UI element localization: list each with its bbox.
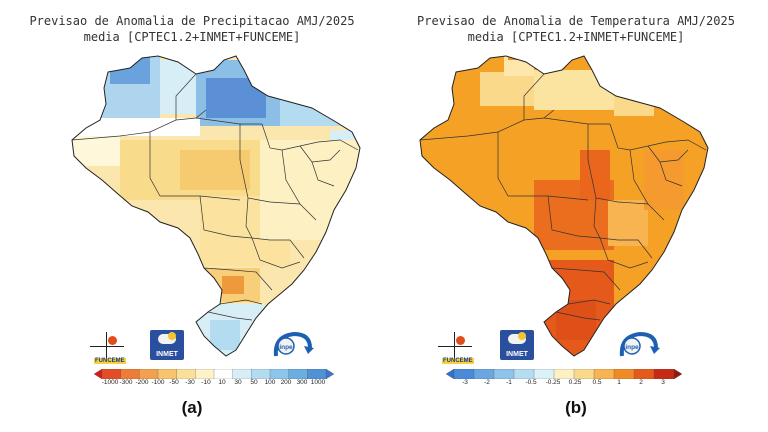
temperature-colorbar-swatch bbox=[453, 369, 475, 379]
precipitation-colorbar-tick: 50 bbox=[250, 379, 258, 386]
precipitation-colorbar-tick: -1000 bbox=[101, 379, 119, 386]
precipitation-colorbar-tick: 100 bbox=[264, 379, 276, 386]
temperature-colorbar-swatch bbox=[493, 369, 515, 379]
precipitation-colorbar-swatch bbox=[176, 369, 196, 379]
precipitation-colorbar-tick: -50 bbox=[169, 379, 179, 386]
temperature-map bbox=[419, 55, 709, 357]
funceme-label-b: FUNCEME bbox=[442, 358, 474, 364]
temperature-panel: Previsao de Anomalia de Temperatura AMJ/… bbox=[384, 0, 768, 432]
precipitation-colorbar-swatch bbox=[269, 369, 290, 379]
temperature-colorbar-swatch bbox=[593, 369, 615, 379]
funceme-logo-b: FUNCEME bbox=[438, 332, 474, 368]
precipitation-colorbar-tick: 10 bbox=[218, 379, 226, 386]
precipitation-colorbar-swatch bbox=[101, 369, 122, 379]
temperature-colorbar-ticks: -3 -2 -1 -0.5 -0.25 0.25 0.5 1 2 3 bbox=[446, 379, 682, 389]
temperature-colorbar-swatch bbox=[613, 369, 635, 379]
brazil-outline-b bbox=[419, 55, 709, 357]
precipitation-colorbar-tick: 30 bbox=[234, 379, 242, 386]
precipitation-colorbar-swatch bbox=[325, 369, 334, 379]
precipitation-colorbar-swatch bbox=[157, 369, 178, 379]
inpe-label-b: inpe bbox=[625, 344, 639, 351]
state-borders bbox=[71, 73, 359, 321]
temperature-colorbar-tick: -3 bbox=[462, 379, 468, 386]
precipitation-colorbar-swatch bbox=[288, 369, 308, 379]
precipitation-anomaly-field bbox=[72, 56, 360, 356]
precipitation-panel: Previsao de Anomalia de Precipitacao AMJ… bbox=[29, 14, 361, 417]
temperature-colorbar-tick: 0.25 bbox=[568, 379, 582, 386]
inpe-logo-b: inpe bbox=[619, 331, 660, 357]
temperature-colorbar-tick: -2 bbox=[484, 379, 490, 386]
inmet-label-b: INMET bbox=[506, 351, 528, 358]
temperature-colorbar-tick: -0.25 bbox=[545, 379, 561, 386]
temperature-colorbar-swatch bbox=[533, 369, 555, 379]
precipitation-colorbar-tick: -300 bbox=[119, 379, 133, 386]
precipitation-map bbox=[71, 55, 361, 357]
temperature-colorbar bbox=[446, 369, 682, 379]
precipitation-colorbar-tick: -30 bbox=[185, 379, 195, 386]
temperature-colorbar-swatch bbox=[513, 369, 535, 379]
temperature-anomaly-field bbox=[420, 56, 708, 356]
temperature-colorbar-swatch bbox=[446, 369, 455, 379]
precipitation-colorbar-swatch bbox=[307, 369, 327, 379]
precipitation-colorbar-ticks: -1000 -300 -200 -100 -50 -30 -10 10 30 50 100 200 30… bbox=[94, 379, 334, 389]
temperature-colorbar-tick: 0.5 bbox=[592, 379, 602, 386]
inpe-label: inpe bbox=[279, 344, 293, 351]
precipitation-subtitle: media [CPTEC1.2+INMET+FUNCEME] bbox=[83, 30, 301, 44]
funceme-logo: FUNCEME bbox=[90, 332, 126, 368]
precipitation-colorbar-swatch bbox=[251, 369, 271, 379]
precipitation-colorbar-tick: -100 bbox=[151, 379, 165, 386]
panel-b-caption: (b) bbox=[565, 398, 587, 417]
precipitation-colorbar-tick: -10 bbox=[201, 379, 211, 386]
state-borders-b bbox=[419, 73, 707, 321]
precipitation-colorbar-swatch bbox=[139, 369, 159, 379]
temperature-colorbar-tick: 2 bbox=[639, 379, 643, 386]
precipitation-colorbar-swatch bbox=[94, 369, 103, 379]
temperature-colorbar-tick: 3 bbox=[661, 379, 665, 386]
inmet-label: INMET bbox=[156, 351, 178, 358]
precipitation-colorbar bbox=[94, 369, 334, 379]
temperature-colorbar-swatch bbox=[553, 369, 575, 379]
precipitation-colorbar-swatch bbox=[213, 369, 234, 379]
temperature-colorbar-tick: -1 bbox=[506, 379, 512, 386]
precipitation-colorbar-tick: 300 bbox=[296, 379, 308, 386]
temperature-colorbar-tick: 1 bbox=[617, 379, 621, 386]
temperature-title: Previsao de Anomalia de Temperatura AMJ/… bbox=[417, 14, 735, 28]
precipitation-colorbar-tick: 200 bbox=[280, 379, 292, 386]
inpe-logo: inpe bbox=[273, 331, 314, 357]
precipitation-colorbar-tick: -200 bbox=[135, 379, 149, 386]
temperature-colorbar-tick: -0.5 bbox=[525, 379, 537, 386]
temperature-colorbar-swatch bbox=[673, 369, 682, 379]
inmet-logo: INMET bbox=[150, 330, 184, 360]
precipitation-title: Previsao de Anomalia de Precipitacao AMJ… bbox=[29, 14, 355, 28]
panel-a-caption: (a) bbox=[181, 398, 203, 417]
temperature-colorbar-swatch bbox=[653, 369, 675, 379]
inmet-logo-b: INMET bbox=[500, 330, 534, 360]
funceme-label: FUNCEME bbox=[94, 358, 126, 364]
precipitation-colorbar-swatch bbox=[195, 369, 215, 379]
precipitation-colorbar-swatch bbox=[120, 369, 140, 379]
precipitation-colorbar-swatch bbox=[232, 369, 252, 379]
temperature-subtitle: media [CPTEC1.2+INMET+FUNCEME] bbox=[467, 30, 685, 44]
brazil-outline bbox=[71, 55, 361, 357]
precipitation-colorbar-tick: 1000 bbox=[310, 379, 326, 386]
temperature-colorbar-swatch bbox=[573, 369, 595, 379]
temperature-colorbar-swatch bbox=[473, 369, 495, 379]
temperature-colorbar-swatch bbox=[633, 369, 655, 379]
